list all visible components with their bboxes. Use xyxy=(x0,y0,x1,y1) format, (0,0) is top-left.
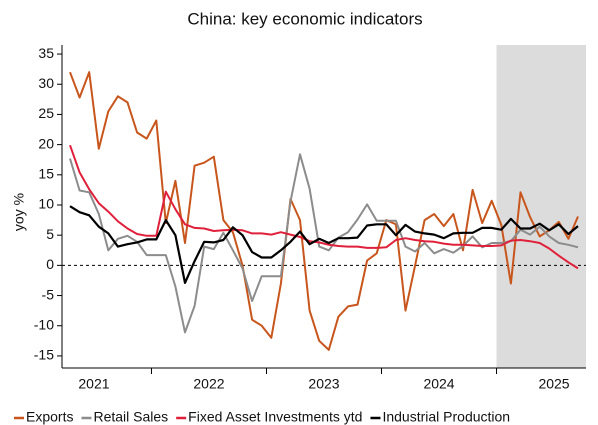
legend-label: Fixed Asset Investments ytd xyxy=(188,409,362,425)
legend-item: Industrial Production xyxy=(370,409,510,425)
x-tick-label: 2024 xyxy=(423,376,454,392)
x-tick-label: 2025 xyxy=(538,376,569,392)
y-tick-label: 20 xyxy=(38,135,54,151)
x-tick-label: 2022 xyxy=(193,376,224,392)
y-tick-label: -5 xyxy=(42,286,55,302)
legend-label: Industrial Production xyxy=(382,409,510,425)
x-tick-label: 2021 xyxy=(78,376,109,392)
series-line xyxy=(69,153,579,334)
y-tick-label: 25 xyxy=(38,105,54,121)
shaded-region xyxy=(496,45,586,368)
legend-label: Exports xyxy=(26,409,73,425)
series-line xyxy=(69,205,579,284)
series-line xyxy=(69,144,579,270)
legend-item: Retail Sales xyxy=(81,409,168,425)
chart-title: China: key economic indicators xyxy=(187,9,422,28)
legend-item: Fixed Asset Investments ytd xyxy=(176,409,362,425)
y-axis-label: yoy % xyxy=(11,193,27,231)
y-tick-label: 15 xyxy=(38,166,54,182)
legend-label: Retail Sales xyxy=(93,409,168,425)
y-tick-label: 0 xyxy=(46,256,54,272)
x-tick-label: 2023 xyxy=(308,376,339,392)
y-tick-label: 35 xyxy=(38,45,54,61)
y-tick-label: -15 xyxy=(34,347,54,363)
legend-item: Exports xyxy=(14,409,73,425)
y-tick-label: 5 xyxy=(46,226,54,242)
y-tick-label: -10 xyxy=(34,316,54,332)
series-line xyxy=(69,71,579,351)
y-tick-label: 10 xyxy=(38,196,54,212)
y-tick-label: 30 xyxy=(38,75,54,91)
